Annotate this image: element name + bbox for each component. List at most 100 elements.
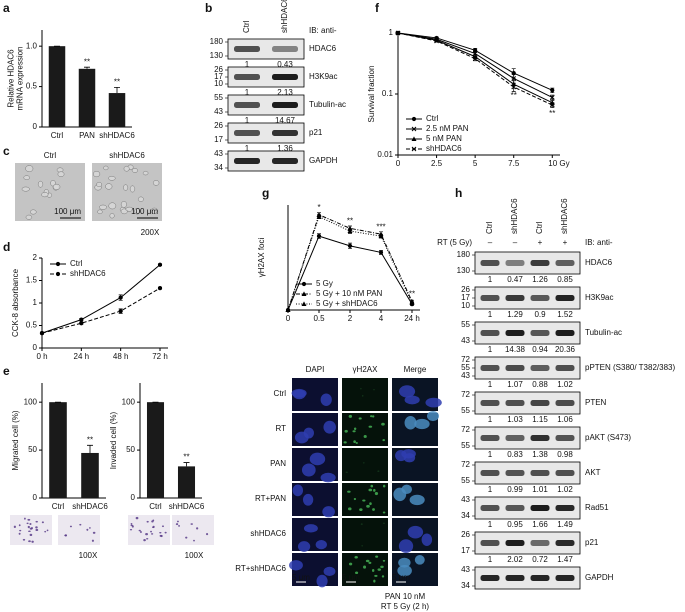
- cell: [362, 499, 366, 502]
- band: [555, 575, 575, 581]
- y-tick-label: 0: [33, 493, 38, 502]
- x-tick-label: shHDAC6: [169, 502, 205, 511]
- cell: [315, 539, 327, 550]
- series-line: [41, 264, 161, 334]
- band: [505, 260, 525, 266]
- data-point: [118, 295, 123, 300]
- data-point: [39, 331, 45, 336]
- data-point: [549, 95, 555, 100]
- cell: [347, 490, 351, 493]
- band: [555, 400, 575, 406]
- x-tick-label: 72 h: [152, 352, 168, 361]
- cell: [27, 518, 31, 521]
- blot-frame: [474, 426, 581, 450]
- x-tick-label: 5: [473, 159, 478, 168]
- quant: 1: [245, 88, 250, 97]
- cell: [309, 452, 326, 466]
- cell: [407, 525, 424, 539]
- cell: [120, 201, 127, 208]
- protein-label: PTEN: [585, 398, 607, 407]
- cell: [96, 181, 102, 188]
- series-line: [397, 32, 553, 106]
- cell: [13, 525, 16, 529]
- band: [530, 435, 550, 441]
- cell: [289, 560, 303, 571]
- band: [234, 130, 260, 136]
- marker-label: 10: [214, 79, 223, 88]
- cell: [372, 508, 375, 511]
- cell: [159, 531, 162, 534]
- bar: [146, 402, 165, 498]
- protein-label: HDAC6: [585, 258, 613, 267]
- cell: [373, 579, 376, 583]
- annotation: **: [84, 57, 90, 66]
- panel-letter: h: [455, 186, 462, 200]
- cell: [359, 508, 363, 512]
- marker-label: 55: [461, 441, 470, 450]
- quant: 0.47: [507, 275, 523, 284]
- cell: [146, 520, 149, 523]
- cell: [29, 523, 32, 525]
- legend-marker: [301, 291, 307, 296]
- protein-label: GAPDH: [309, 156, 338, 165]
- cell: [131, 168, 139, 173]
- quant: 1.02: [557, 485, 573, 494]
- cell: [398, 557, 411, 568]
- cell: [175, 523, 179, 526]
- cell: [134, 207, 141, 215]
- band: [480, 400, 500, 406]
- cell: [97, 209, 103, 215]
- cell: [362, 462, 365, 464]
- cell: [137, 196, 144, 202]
- rt-sign: –: [513, 238, 518, 247]
- cell: [46, 529, 49, 532]
- band: [505, 400, 525, 406]
- cell: [382, 484, 386, 488]
- band: [505, 365, 525, 371]
- legend-label: shHDAC6: [426, 144, 462, 153]
- cell: [426, 410, 440, 422]
- marker-label: 55: [214, 93, 223, 102]
- cell: [401, 484, 413, 495]
- marker-label: 26: [214, 65, 223, 74]
- y-axis-label: CCK-8 absorbance: [11, 268, 20, 337]
- series-line: [397, 32, 553, 104]
- quant: 1: [488, 485, 493, 494]
- cell: [345, 471, 348, 473]
- y-tick-label: 0: [33, 343, 38, 352]
- cell: [425, 397, 442, 408]
- marker-label: 72: [461, 460, 470, 469]
- marker-label: 26: [214, 121, 223, 130]
- cell: [370, 484, 374, 488]
- magnification: 100X: [185, 551, 204, 560]
- legend-marker: [411, 126, 417, 132]
- x-tick-label: 7.5: [508, 159, 520, 168]
- series-line: [287, 215, 413, 311]
- cell: [360, 523, 363, 525]
- cell: [108, 202, 117, 210]
- cell: [164, 531, 167, 534]
- cell: [143, 538, 146, 542]
- cell: [382, 522, 386, 524]
- micrograph: [342, 483, 388, 516]
- y-axis-label: γH2AX foci: [257, 237, 266, 277]
- rt-label: RT (5 Gy): [437, 238, 472, 247]
- cell: [103, 165, 109, 171]
- cell: [178, 524, 180, 527]
- data-point: [285, 307, 291, 312]
- band: [530, 365, 550, 371]
- protein-label: GAPDH: [585, 573, 614, 582]
- y-axis-label: Survival fraction: [367, 66, 376, 123]
- rt-sign: +: [563, 238, 568, 247]
- marker-label: 17: [461, 546, 470, 555]
- marker-label: 26: [461, 285, 470, 294]
- cell: [371, 415, 375, 418]
- legend-label: 5 nM PAN: [426, 134, 462, 143]
- row-label: RT+PAN: [255, 494, 286, 503]
- marker-label: 34: [214, 163, 223, 172]
- cell: [361, 545, 363, 547]
- ib-label: IB: anti-: [309, 26, 337, 35]
- band: [555, 260, 575, 266]
- marker-label: 130: [457, 266, 471, 275]
